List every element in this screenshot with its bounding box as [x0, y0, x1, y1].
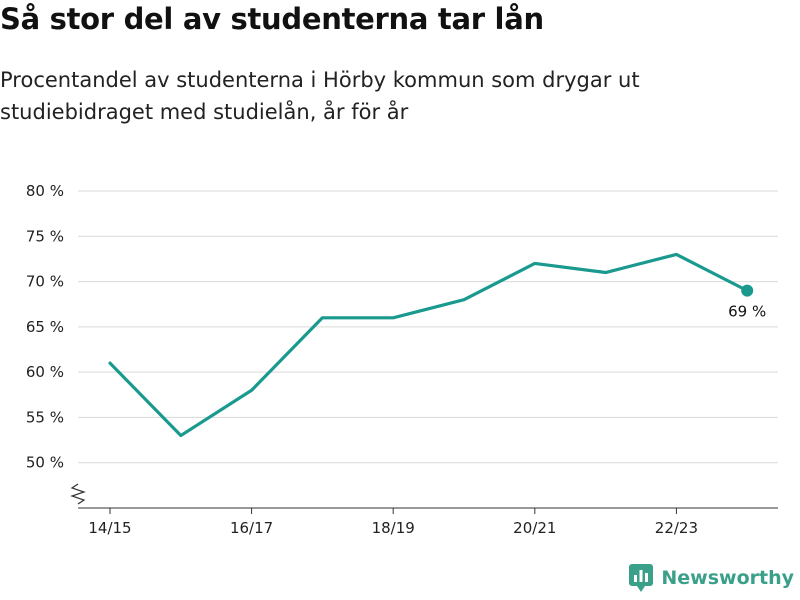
x-tick-label: 22/23 — [655, 519, 698, 537]
y-tick-label: 50 % — [26, 454, 64, 472]
series-group — [108, 252, 754, 438]
x-tick-label: 14/15 — [88, 519, 131, 537]
brand-name: Newsworthy — [661, 567, 794, 589]
series-line — [108, 252, 749, 438]
brand-logo: Newsworthy — [629, 564, 794, 592]
x-tick-label: 18/19 — [372, 519, 415, 537]
data-labels: 69 % — [728, 303, 766, 321]
axis-break-icon — [70, 483, 86, 505]
chart-title: Så stor del av studenterna tar lån — [0, 2, 544, 36]
newsworthy-logo-icon — [629, 564, 654, 592]
last-point-marker — [741, 284, 754, 297]
y-tick-label: 65 % — [26, 318, 64, 336]
chart-subtitle: Procentandel av studenterna i Hörby komm… — [0, 68, 640, 124]
y-tick-label: 55 % — [26, 408, 64, 426]
y-axis-ticks: 50 % 55 % 60 % 65 % 70 % 75 % 80 % — [26, 182, 64, 472]
y-tick-label: 60 % — [26, 363, 64, 381]
gridlines — [78, 190, 778, 464]
y-tick-label: 70 % — [26, 273, 64, 291]
last-point-label: 69 % — [728, 303, 766, 321]
y-tick-label: 80 % — [26, 182, 64, 200]
x-axis: 14/15 16/17 18/19 20/21 22/23 — [70, 483, 778, 537]
x-tick-label: 20/21 — [513, 519, 556, 537]
x-tick-label: 16/17 — [230, 519, 273, 537]
y-tick-label: 75 % — [26, 227, 64, 245]
